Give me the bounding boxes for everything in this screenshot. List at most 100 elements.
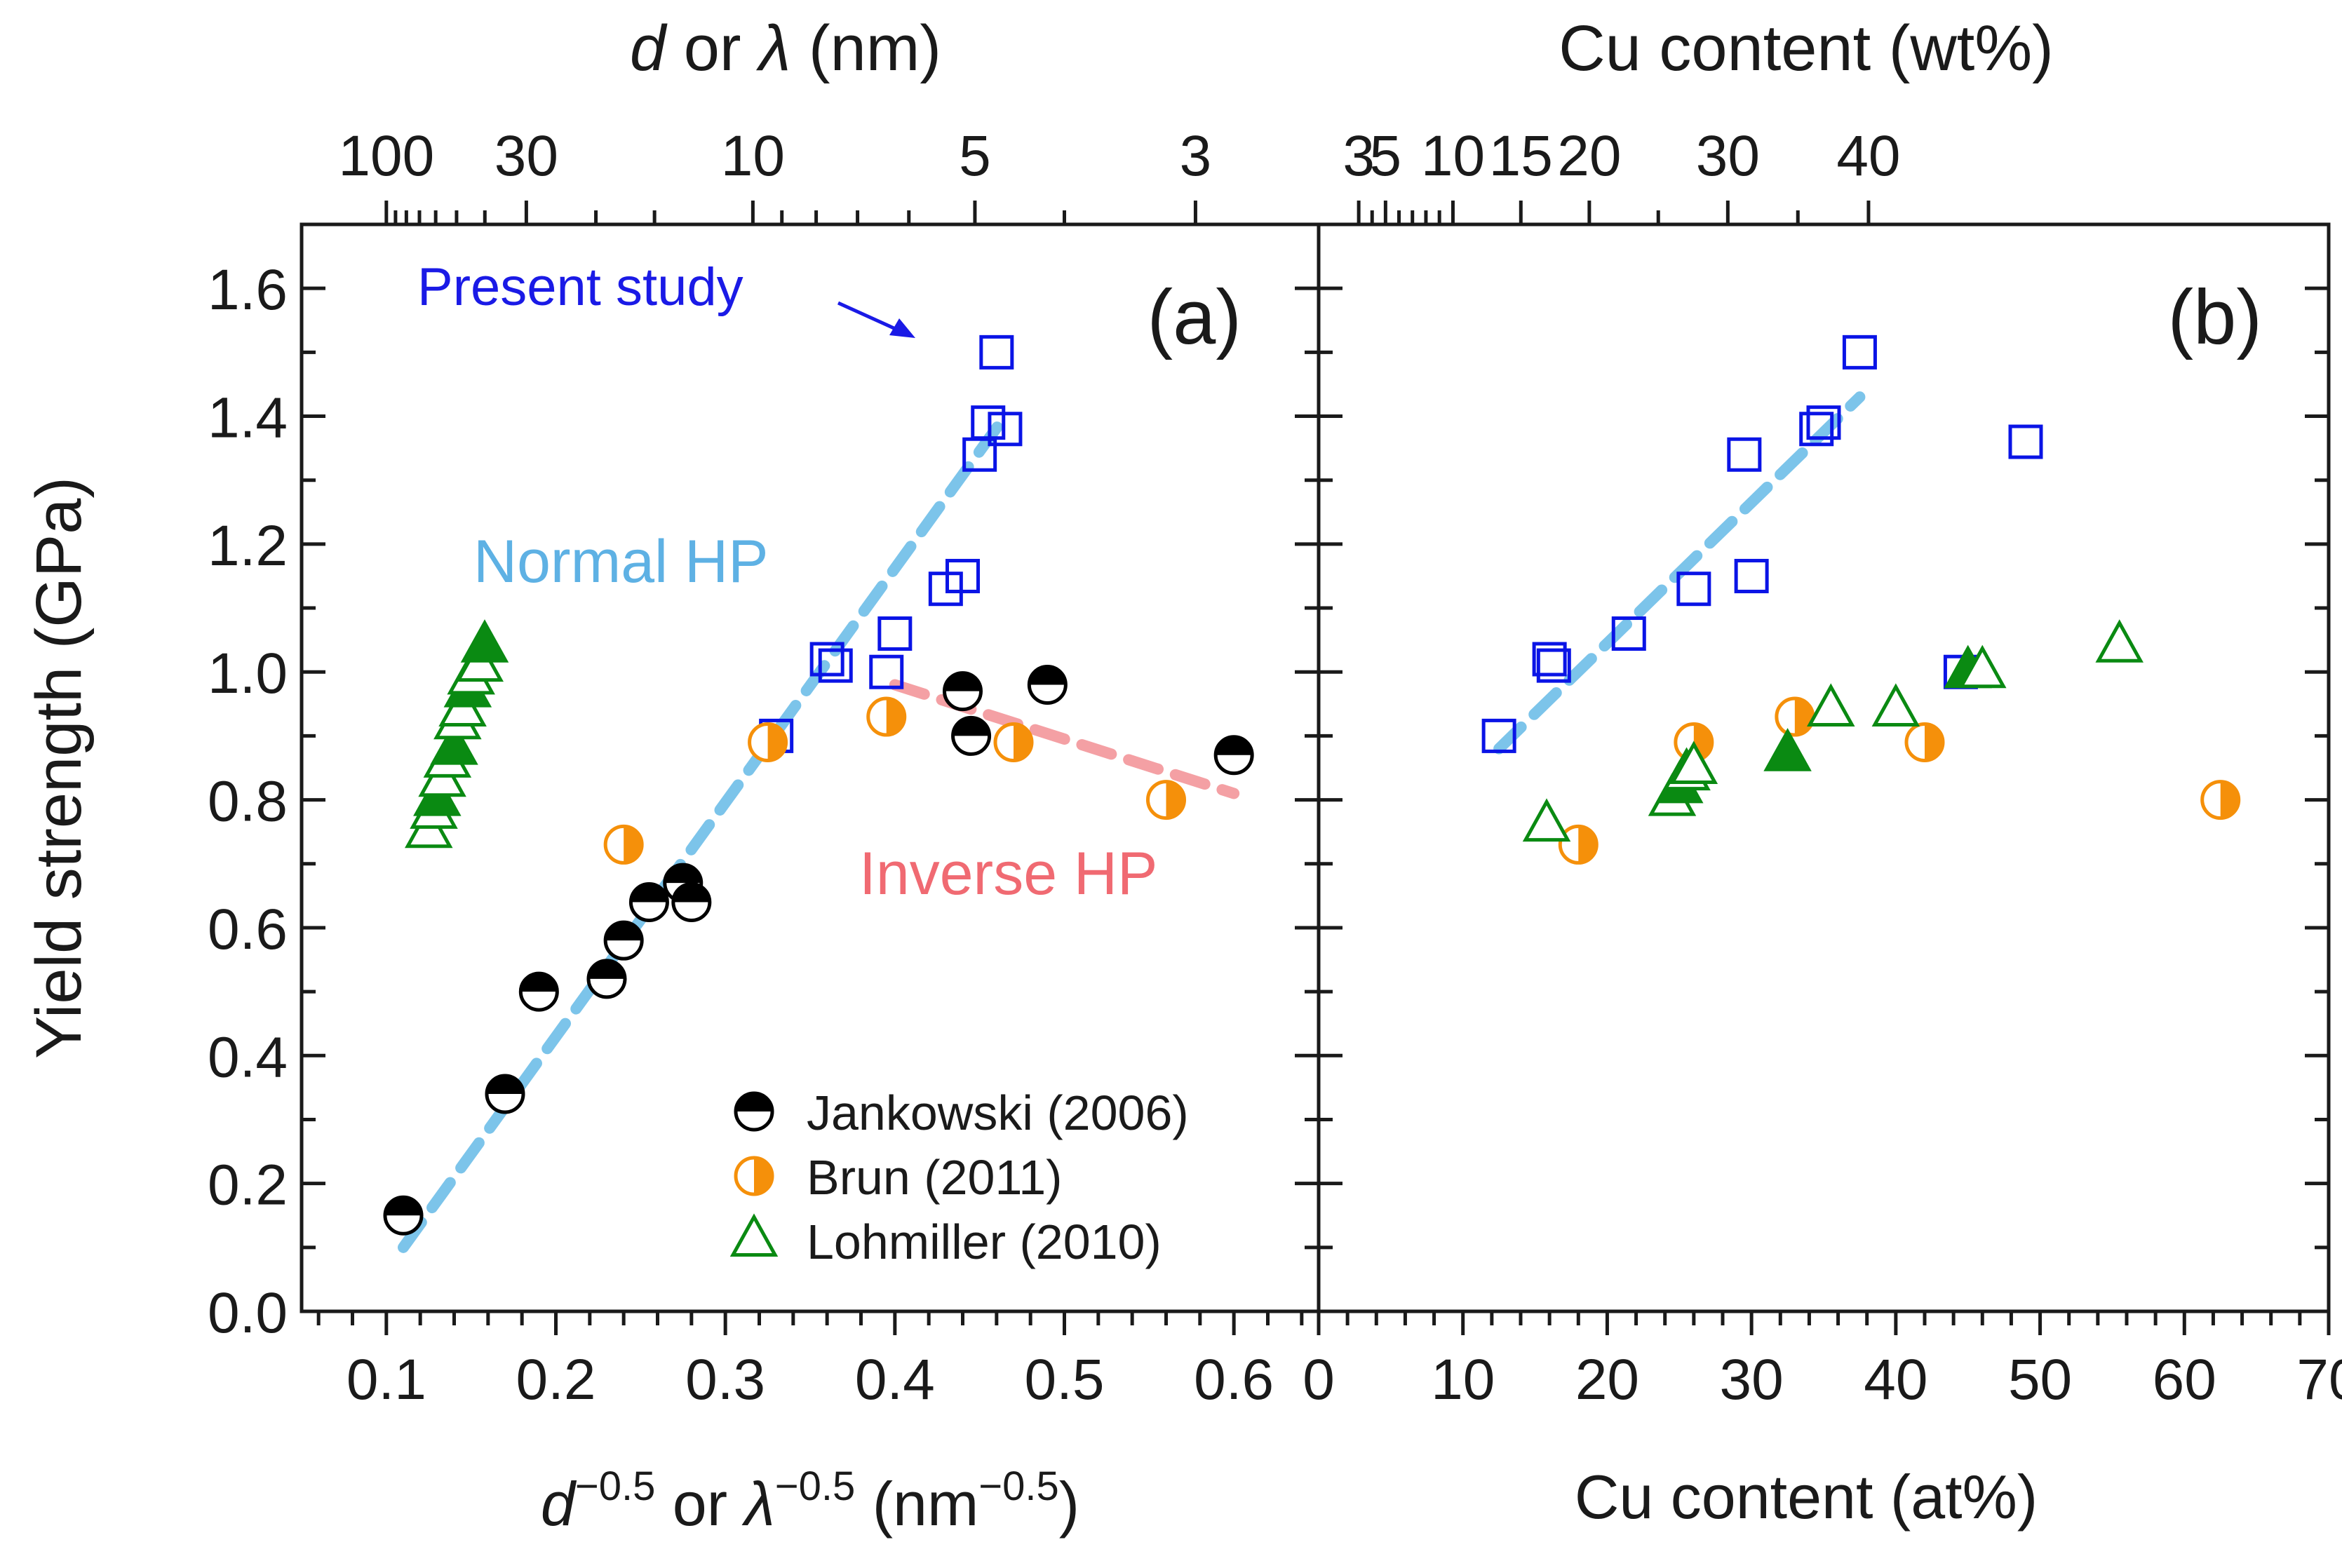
y-tick-label: 1.2 bbox=[208, 514, 288, 578]
panel-a-label: (a) bbox=[1148, 274, 1241, 360]
point-lohmiller-2010-5 bbox=[430, 722, 478, 765]
top-label-or: or bbox=[666, 13, 759, 84]
x-tick-label: 60 bbox=[2153, 1348, 2216, 1412]
top-tick-label: 40 bbox=[1836, 124, 1900, 188]
x-tick-label: 0.1 bbox=[346, 1348, 426, 1412]
top-tick-label: 30 bbox=[494, 124, 558, 188]
legend-marker-2 bbox=[729, 1213, 779, 1257]
panel-b-ticks bbox=[1317, 201, 2331, 1335]
point-present-study-7 bbox=[1799, 412, 1834, 447]
top-label-lam: λ bbox=[755, 13, 790, 84]
top-tick-label: 10 bbox=[1421, 124, 1485, 188]
y-tick-label: 0.0 bbox=[208, 1281, 288, 1345]
panel-a-ticks bbox=[302, 201, 1319, 1335]
annotation-arrow bbox=[837, 301, 915, 338]
panel-b-frame bbox=[1317, 222, 2331, 1313]
panel-a-tick-labels: 0.0 0.2 0.4 0.6 0.8 1.0 1.2 1.4 1.6 0.1 0.2 0.3 0.4 0… bbox=[208, 124, 1274, 1412]
panel-a-ylabel: Yield strength (GPa) bbox=[23, 477, 95, 1059]
x-tick-label: 0.2 bbox=[516, 1348, 596, 1412]
y-tick-label: 0.8 bbox=[208, 770, 288, 834]
panel-a-top-label: d or λ (nm) bbox=[630, 13, 941, 84]
xlabel-d: d bbox=[541, 1469, 577, 1539]
y-tick-label: 1.6 bbox=[208, 258, 288, 322]
legend-marker-0 bbox=[734, 1091, 774, 1132]
point-lohmiller-2010-10 bbox=[2095, 619, 2144, 663]
point-jankowski-2006-3 bbox=[586, 959, 627, 999]
top-tick-label: 5 bbox=[1370, 124, 1402, 188]
point-jankowski-2006-8 bbox=[943, 671, 983, 712]
legend-label: Jankowski (2006) bbox=[807, 1086, 1189, 1140]
xlabel-exp2: −0.5 bbox=[775, 1464, 856, 1509]
point-lohmiller-2010-6 bbox=[1807, 683, 1855, 726]
top-tick-label: 15 bbox=[1489, 124, 1553, 188]
top-tick-label: 20 bbox=[1557, 124, 1621, 188]
point-brun-2011-4 bbox=[2200, 780, 2241, 820]
point-present-study-4 bbox=[1676, 572, 1711, 607]
point-brun-2011-2 bbox=[1775, 696, 1815, 737]
y-tick-label: 0.6 bbox=[208, 898, 288, 961]
point-present-study-9 bbox=[979, 334, 1014, 370]
xlabel-or: or bbox=[655, 1469, 744, 1539]
xlabel-lam: λ bbox=[741, 1469, 774, 1539]
point-present-study-11 bbox=[2008, 424, 2043, 459]
point-brun-2011-1 bbox=[748, 722, 788, 763]
legend: Jankowski (2006) Brun (2011) Lohmiller (20… bbox=[729, 1086, 1189, 1269]
top-tick-label: 3 bbox=[1342, 124, 1375, 188]
panel-b-top-label: Cu content (wt%) bbox=[1559, 13, 2054, 84]
panel-b-xlabel: Cu content (at%) bbox=[1575, 1462, 2038, 1532]
top-tick-label: 5 bbox=[959, 124, 991, 188]
x-tick-label: 0 bbox=[1303, 1348, 1335, 1412]
top-tick-label: 10 bbox=[721, 124, 785, 188]
point-jankowski-2006-7 bbox=[671, 881, 712, 922]
point-brun-2011-0 bbox=[603, 824, 644, 865]
point-present-study-1 bbox=[809, 642, 844, 677]
legend-label: Lohmiller (2010) bbox=[807, 1215, 1162, 1269]
point-jankowski-2006-9 bbox=[951, 715, 992, 756]
x-tick-label: 40 bbox=[1864, 1348, 1927, 1412]
point-jankowski-2006-10 bbox=[1027, 664, 1068, 705]
top-tick-label: 30 bbox=[1696, 124, 1760, 188]
point-brun-2011-4 bbox=[1146, 780, 1186, 820]
panel-b-label: (b) bbox=[2168, 274, 2262, 360]
point-brun-2011-3 bbox=[993, 722, 1034, 763]
top-tick-label: 100 bbox=[338, 124, 434, 188]
point-present-study-9 bbox=[1842, 334, 1877, 370]
x-tick-label: 20 bbox=[1575, 1348, 1639, 1412]
panel-b-points bbox=[1481, 334, 2241, 865]
top-label-d: d bbox=[630, 13, 668, 84]
point-present-study-3 bbox=[869, 654, 904, 689]
legend-marker-1 bbox=[734, 1156, 774, 1196]
point-jankowski-2006-1 bbox=[485, 1074, 525, 1114]
x-tick-label: 0.6 bbox=[1194, 1348, 1274, 1412]
point-present-study-4 bbox=[877, 616, 913, 651]
y-tick-label: 1.0 bbox=[208, 642, 288, 705]
point-jankowski-2006-0 bbox=[383, 1195, 424, 1236]
y-tick-label: 0.2 bbox=[208, 1154, 288, 1217]
point-present-study-5 bbox=[1727, 437, 1762, 472]
annotation-normal-hp: Normal HP bbox=[473, 528, 769, 595]
xlabel-exp1: −0.5 bbox=[575, 1464, 656, 1509]
panel-a-xlabel: d−0.5 or λ−0.5 (nm−0.5) bbox=[541, 1464, 1079, 1539]
point-brun-2011-3 bbox=[1904, 722, 1945, 763]
point-jankowski-2006-4 bbox=[603, 920, 644, 961]
x-tick-label: 70 bbox=[2296, 1348, 2342, 1412]
point-present-study-2 bbox=[818, 648, 853, 683]
point-present-study-3 bbox=[1611, 616, 1646, 651]
point-lohmiller-2010-5 bbox=[1763, 728, 1812, 771]
point-lohmiller-2010-4 bbox=[1669, 741, 1718, 785]
point-present-study-2 bbox=[1536, 648, 1571, 683]
panel-b-tick-labels: 010203040506070351015203040 bbox=[1303, 124, 2342, 1412]
point-present-study-1 bbox=[1532, 642, 1567, 677]
top-tick-label: 3 bbox=[1180, 124, 1212, 188]
point-jankowski-2006-11 bbox=[1213, 735, 1254, 776]
point-present-study-8 bbox=[1806, 405, 1841, 440]
x-tick-label: 50 bbox=[2008, 1348, 2072, 1412]
point-present-study-0 bbox=[1481, 718, 1516, 753]
annotation-present-study: Present study bbox=[417, 257, 743, 317]
point-present-study-6 bbox=[945, 558, 980, 593]
x-tick-label: 0.4 bbox=[855, 1348, 935, 1412]
point-brun-2011-0 bbox=[1558, 824, 1599, 865]
legend-label: Brun (2011) bbox=[807, 1150, 1062, 1205]
annotation-inverse-hp: Inverse HP bbox=[859, 840, 1157, 907]
